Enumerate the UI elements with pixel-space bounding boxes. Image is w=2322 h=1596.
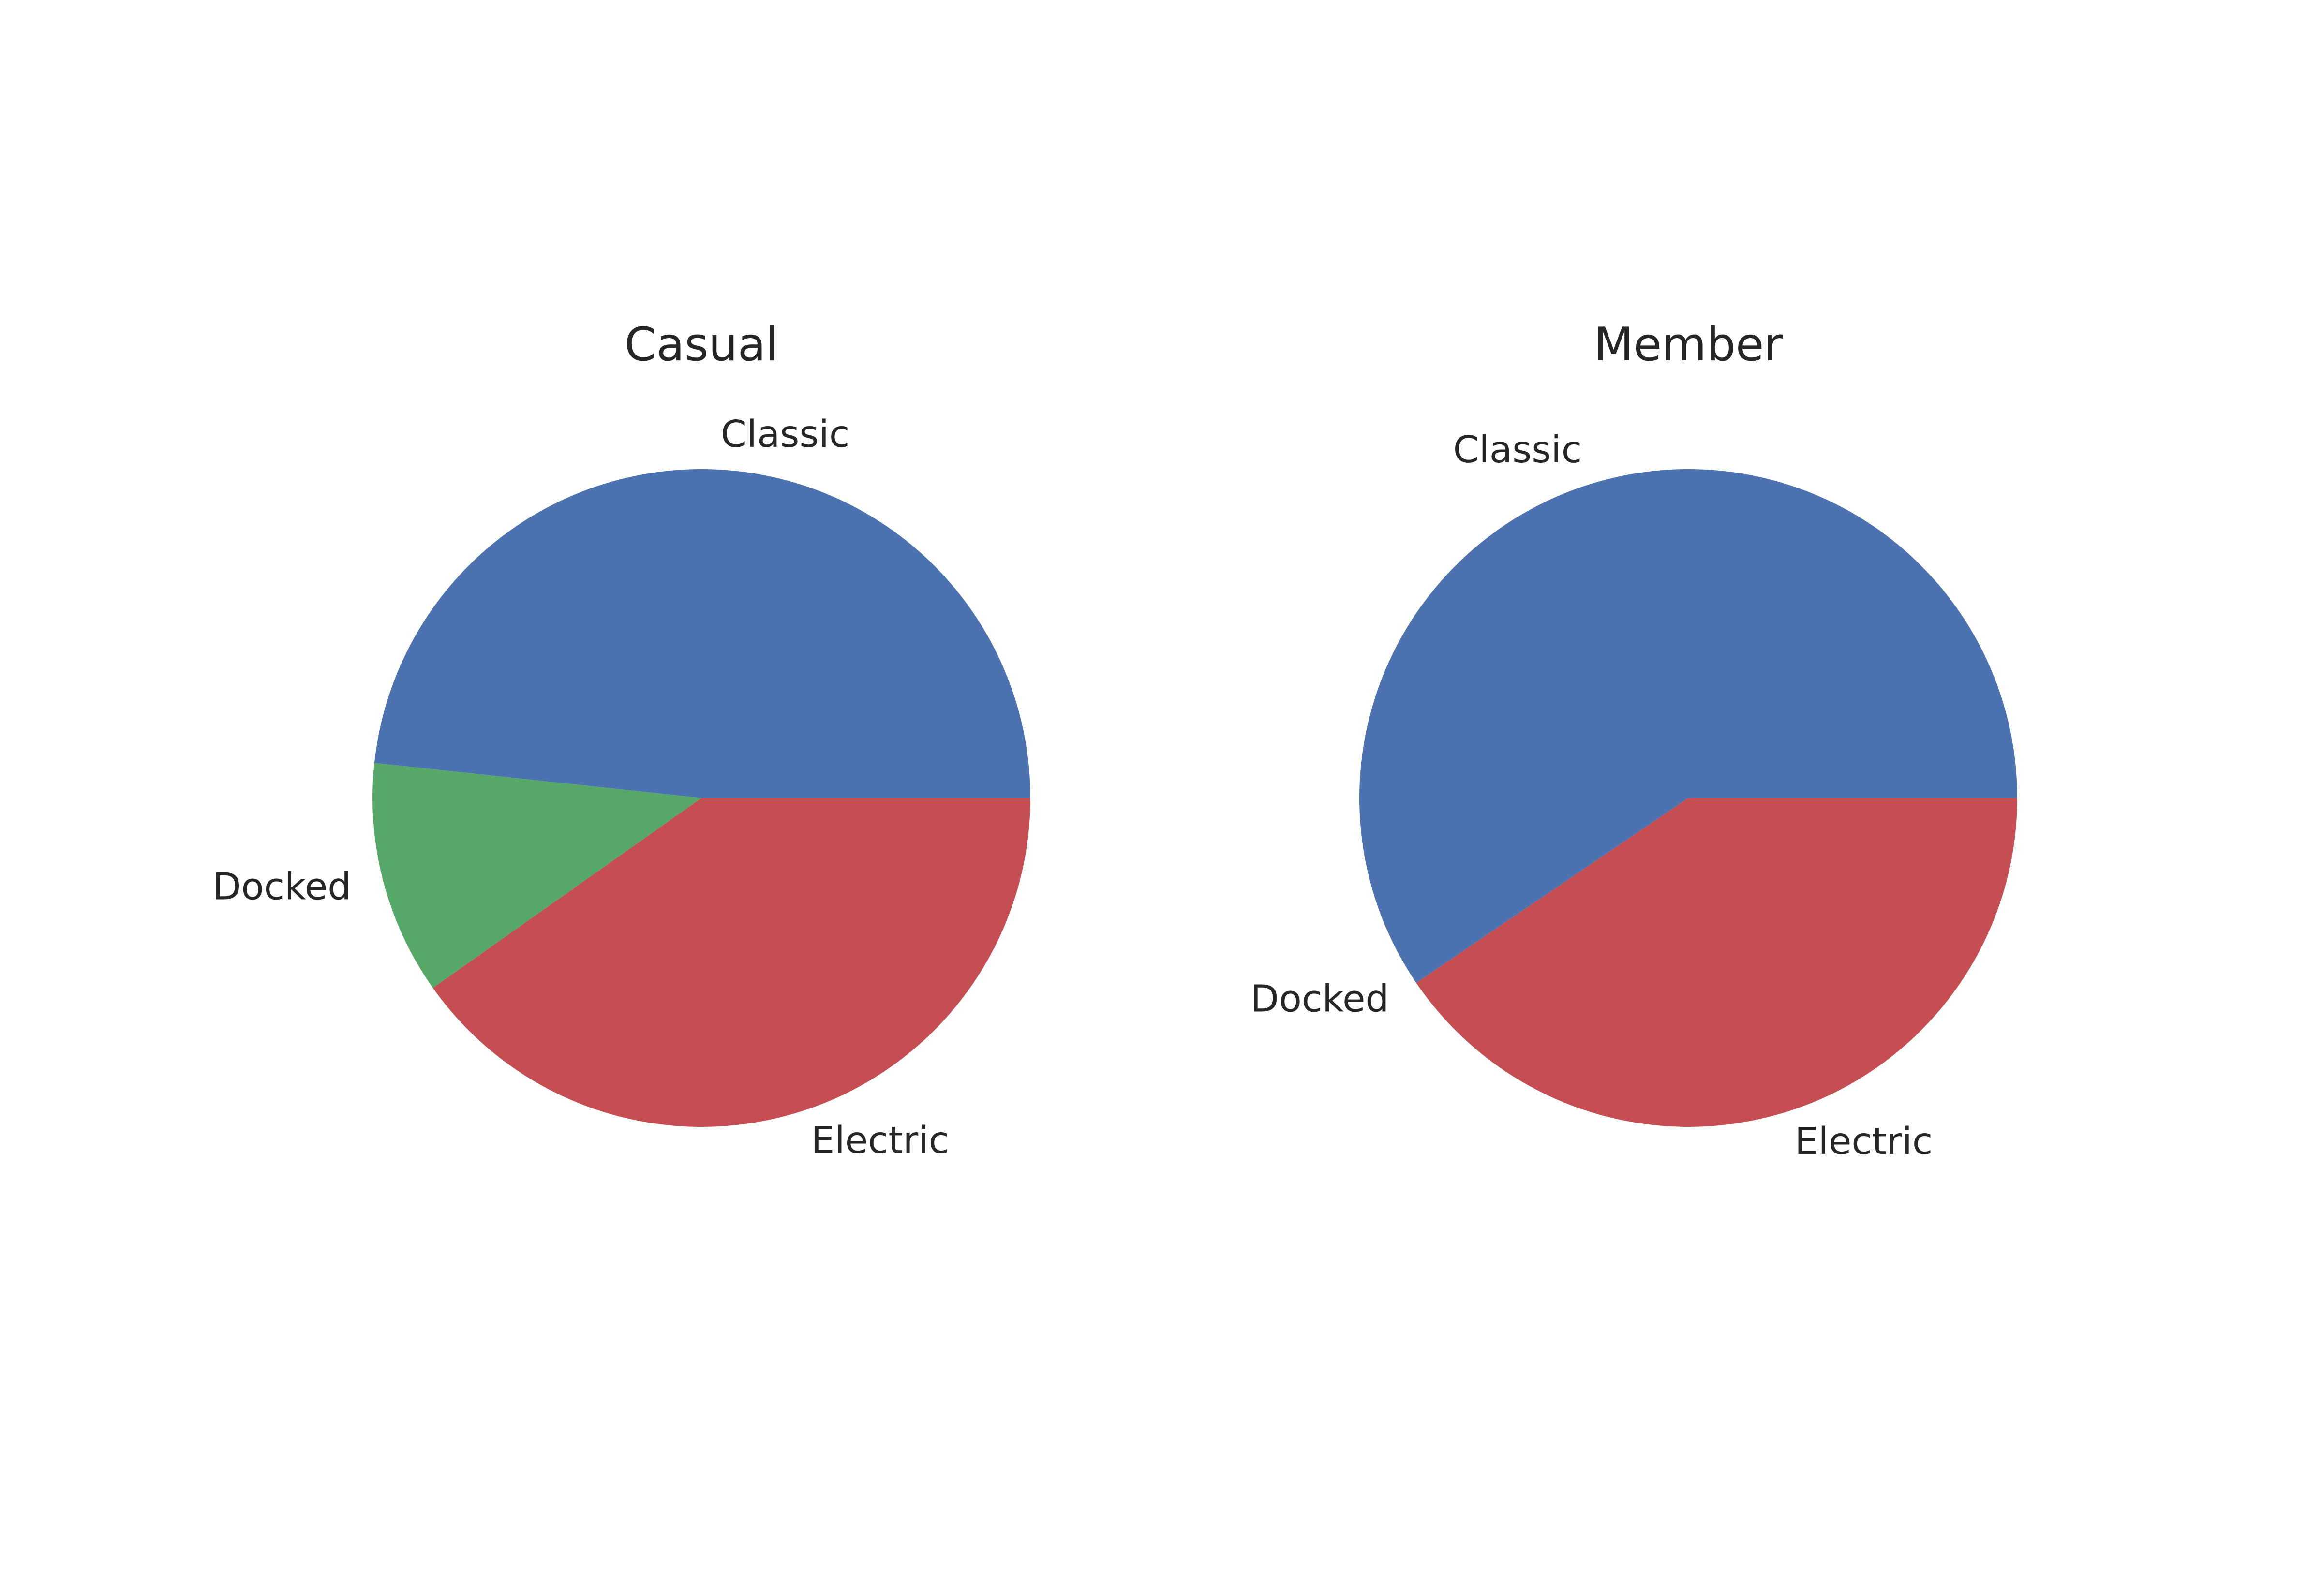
chart-title: Member bbox=[1594, 318, 1784, 371]
slice-label-docked: Docked bbox=[212, 865, 351, 908]
pie-chart-casual: Casual Classic Docked Electric bbox=[212, 318, 1030, 1162]
slice-label-classic: Classic bbox=[1453, 429, 1582, 472]
pie-slice-electric bbox=[1416, 798, 2017, 1127]
slice-label-electric: Electric bbox=[811, 1119, 949, 1162]
pie-slice-docked bbox=[372, 763, 701, 988]
chart-title: Casual bbox=[625, 318, 779, 371]
pie-chart-member: Member Classic Docked Electric bbox=[1250, 318, 2017, 1163]
slice-label-classic: Classic bbox=[721, 413, 849, 456]
slice-label-docked: Docked bbox=[1250, 977, 1389, 1020]
pie-slice-classic bbox=[374, 469, 1030, 798]
pie-slice-classic bbox=[1359, 469, 2017, 983]
slice-label-electric: Electric bbox=[1795, 1120, 1933, 1163]
pie-slice-electric bbox=[432, 798, 1030, 1127]
